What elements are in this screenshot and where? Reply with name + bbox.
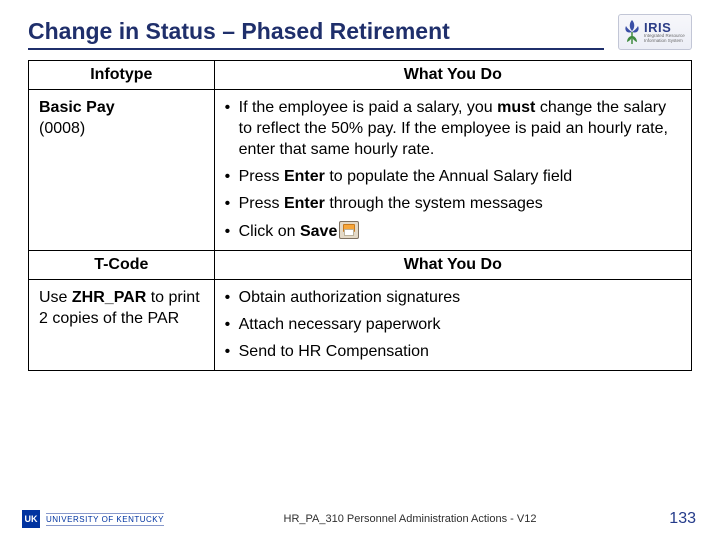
header-infotype: Infotype bbox=[29, 61, 215, 90]
logo-sub2: Information System bbox=[644, 39, 685, 44]
cell-basic-pay: Basic Pay (0008) bbox=[29, 90, 215, 251]
list-item: Attach necessary paperwork bbox=[225, 314, 681, 335]
iris-logo: IRIS Integrated Resource Information Sys… bbox=[618, 14, 692, 50]
instruction-table: Infotype What You Do Basic Pay (0008) If… bbox=[28, 60, 692, 371]
uk-logo: UK UNIVERSITY OF KENTUCKY bbox=[22, 510, 164, 528]
list-item: Press Enter to populate the Annual Salar… bbox=[225, 166, 681, 187]
page-title: Change in Status – Phased Retirement bbox=[28, 18, 604, 50]
header-what-you-do-2: What You Do bbox=[214, 250, 691, 279]
uk-initials: UK bbox=[22, 510, 40, 528]
footer: UK UNIVERSITY OF KENTUCKY HR_PA_310 Pers… bbox=[0, 510, 720, 528]
infotype-code: (0008) bbox=[39, 120, 85, 137]
header-what-you-do-1: What You Do bbox=[214, 61, 691, 90]
cell-tcode-steps: Obtain authorization signatures Attach ne… bbox=[214, 279, 691, 370]
list-item: If the employee is paid a salary, you mu… bbox=[225, 97, 681, 160]
footer-doc-id: HR_PA_310 Personnel Administration Actio… bbox=[164, 513, 656, 525]
list-item: Send to HR Compensation bbox=[225, 341, 681, 362]
infotype-name: Basic Pay bbox=[39, 99, 115, 116]
cell-basic-pay-steps: If the employee is paid a salary, you mu… bbox=[214, 90, 691, 251]
list-item: Obtain authorization signatures bbox=[225, 287, 681, 308]
list-item: Press Enter through the system messages bbox=[225, 193, 681, 214]
save-icon bbox=[339, 221, 359, 239]
cell-tcode: Use ZHR_PAR to print 2 copies of the PAR bbox=[29, 279, 215, 370]
page-number: 133 bbox=[656, 510, 696, 528]
uk-name: UNIVERSITY OF KENTUCKY bbox=[46, 513, 164, 526]
list-item: Click on Save bbox=[225, 221, 681, 242]
iris-flower-icon bbox=[623, 18, 641, 46]
header-tcode: T-Code bbox=[29, 250, 215, 279]
